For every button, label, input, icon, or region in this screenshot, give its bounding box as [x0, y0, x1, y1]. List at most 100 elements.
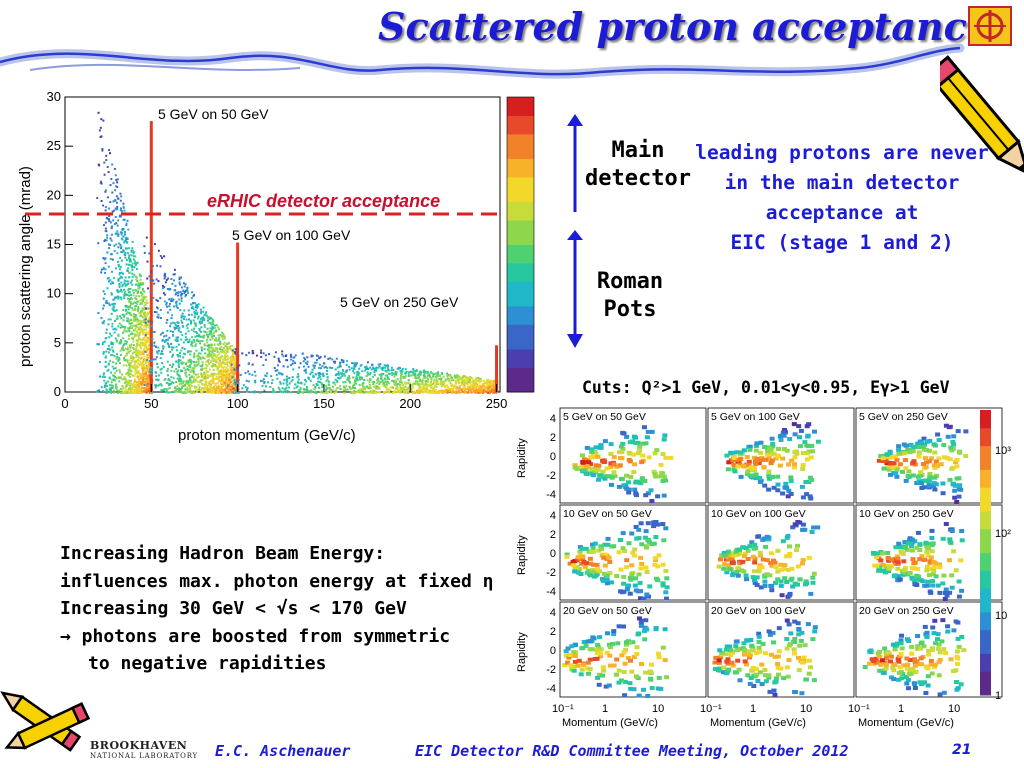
main-y-tick-label: 30	[47, 89, 61, 104]
main-y-tick-label: 10	[47, 286, 61, 301]
grid-panel: 10 GeV on 50 GeV	[559, 504, 707, 601]
page-number: 21	[952, 742, 972, 758]
grid-y-tick-label: 2	[550, 626, 556, 638]
grid-y-tick-label: 4	[550, 413, 556, 425]
grid-x-tick-label: 1	[898, 703, 904, 715]
footer-author: E.C. Aschenauer	[215, 742, 351, 760]
grid-panel: 20 GeV on 50 GeV	[559, 601, 707, 698]
grid-y-tick-label: -4	[546, 489, 556, 501]
main-x-tick-label: 0	[61, 396, 68, 411]
roman-pots-label: Roman Pots	[582, 268, 678, 324]
main-y-tick-label: 25	[47, 138, 61, 153]
main-y-tick-label: 15	[47, 237, 61, 252]
grid-x-tick-label: 1	[602, 703, 608, 715]
leading-line-4: EIC (stage 1 and 2)	[730, 231, 954, 254]
bullet-line-1: Increasing Hadron Beam Energy:	[60, 543, 386, 564]
grid-panel-label: 5 GeV on 250 GeV	[859, 411, 948, 423]
grid-colorbar-tick-label: 10	[995, 610, 1007, 622]
main-plot-label-50: 5 GeV on 50 GeV	[158, 106, 269, 122]
bullet-line-2: influences max. photon energy at fixed η	[60, 570, 494, 592]
slide-title: Scattered proton acceptance	[378, 4, 991, 49]
eic-logo-icon	[968, 6, 1012, 46]
bullet-line-4: → photons are boosted from symmetric	[60, 625, 451, 647]
main-plot-label-100: 5 GeV on 100 GeV	[232, 227, 351, 243]
roman-pots-line2: Pots	[603, 297, 657, 322]
grid-panel-label: 20 GeV on 50 GeV	[563, 605, 652, 617]
grid-panel-label: 5 GeV on 50 GeV	[563, 411, 646, 423]
grid-x-tick-label: 10	[948, 703, 960, 715]
grid-y-tick-label: -2	[546, 567, 556, 579]
grid-x-axis-label: Momentum (GeV/c)	[710, 717, 806, 729]
grid-x-tick-label: 10	[652, 703, 664, 715]
grid-y-tick-label: -4	[546, 586, 556, 598]
cuts-text: Cuts: Q²>1 GeV, 0.01<y<0.95, Eγ>1 GeV	[582, 378, 950, 397]
grid-x-axis-label: Momentum (GeV/c)	[858, 717, 954, 729]
grid-y-tick-label: -2	[546, 470, 556, 482]
bullet-text: Increasing Hadron Beam Energy: influence…	[60, 540, 493, 678]
grid-y-tick-label: -2	[546, 664, 556, 676]
main-y-axis-label: proton scattering angle (mrad)	[17, 166, 34, 367]
grid-y-axis-label: Rapidity	[516, 535, 528, 575]
grid-colorbar-tick-label: 10²	[995, 528, 1011, 540]
grid-panel-label: 10 GeV on 100 GeV	[711, 508, 806, 520]
grid-x-tick-label: 1	[750, 703, 756, 715]
grid-panel-label: 20 GeV on 100 GeV	[711, 605, 806, 617]
grid-text: 4 2 0 -2 -4 Rapidity 4 2 0 -2 -4 Rapidity 4 2 0 -2 -4 Rap…	[516, 413, 960, 729]
grid-panel: 5 GeV on 250 GeV	[855, 407, 1003, 504]
main-x-axis-label: proton momentum (GeV/c)	[178, 427, 356, 444]
main-y-tick-label: 20	[47, 187, 61, 202]
header-swoosh-decoration	[0, 43, 965, 79]
leading-line-2: in the main detector	[724, 171, 960, 194]
main-x-tick-label: 100	[227, 396, 249, 411]
grid-panel: 20 GeV on 250 GeV	[855, 601, 1003, 698]
pencils-icon	[0, 691, 90, 752]
leading-line-1: leading protons are never	[695, 141, 989, 164]
grid-y-tick-label: 0	[550, 548, 556, 560]
main-y-tick-label: 5	[54, 335, 61, 350]
arrows-graphic	[567, 114, 583, 348]
grid-panel-label: 5 GeV on 100 GeV	[711, 411, 800, 423]
main-x-tick-label: 250	[486, 396, 508, 411]
grid-y-axis-label: Rapidity	[516, 438, 528, 478]
main-detector-line2: detector	[585, 166, 691, 191]
grid-panel-label: 20 GeV on 250 GeV	[859, 605, 954, 617]
main-detector-line1: Main	[611, 138, 665, 163]
leading-protons-text: leading protons are never in the main de…	[686, 138, 998, 258]
grid-panel: 10 GeV on 250 GeV	[855, 504, 1003, 601]
grid-x-tick-label: 10⁻¹	[700, 703, 722, 715]
main-x-tick-label: 150	[313, 396, 335, 411]
bullet-line-3: Increasing 30 GeV < √s < 170 GeV	[60, 598, 407, 619]
main-plot-label-250: 5 GeV on 250 GeV	[340, 294, 459, 310]
grid-x-tick-label: 10⁻¹	[552, 703, 574, 715]
leading-line-3: acceptance at	[765, 201, 919, 224]
grid-y-tick-label: 2	[550, 529, 556, 541]
grid-panel: 20 GeV on 100 GeV	[707, 601, 855, 698]
grid-y-axis-label: Rapidity	[516, 632, 528, 672]
main-colorbar	[506, 96, 535, 393]
grid-colorbar-tick-label: 10³	[995, 445, 1011, 457]
grid-panels: 5 GeV on 50 GeV 5 GeV on 100 GeV 5 GeV on …	[559, 407, 1003, 698]
main-plot-data-points	[96, 111, 499, 394]
grid-x-tick-label: 10⁻¹	[848, 703, 870, 715]
grid-panel-label: 10 GeV on 250 GeV	[859, 508, 954, 520]
grid-panel: 5 GeV on 50 GeV	[559, 407, 707, 504]
grid-x-axis-label: Momentum (GeV/c)	[562, 717, 658, 729]
acceptance-label: eRHIC detector acceptance	[207, 191, 440, 211]
grid-colorbar: 1 10 10² 10³	[980, 410, 1011, 702]
brookhaven-logo-bottom: NATIONAL LABORATORY	[90, 752, 198, 760]
grid-y-tick-label: 4	[550, 607, 556, 619]
grid-panel-label: 10 GeV on 50 GeV	[563, 508, 652, 520]
main-y-ticks: 0 5 10 15 20 25 30	[47, 89, 73, 399]
grid-x-tick-label: 10	[800, 703, 812, 715]
grid-y-tick-label: 0	[550, 451, 556, 463]
main-x-ticks: 0 50 100 150 200 250	[61, 384, 507, 411]
grid-y-tick-label: 4	[550, 510, 556, 522]
grid-y-tick-label: -4	[546, 683, 556, 695]
rapidity-grid-plot: 5 GeV on 50 GeV 5 GeV on 100 GeV 5 GeV on …	[516, 407, 1011, 729]
grid-colorbar-tick-label: 1	[995, 690, 1001, 702]
main-x-tick-label: 200	[399, 396, 421, 411]
main-detector-label: Main detector	[580, 137, 696, 193]
main-y-tick-label: 0	[54, 384, 61, 399]
bullet-line-5: to negative rapidities	[88, 653, 327, 674]
